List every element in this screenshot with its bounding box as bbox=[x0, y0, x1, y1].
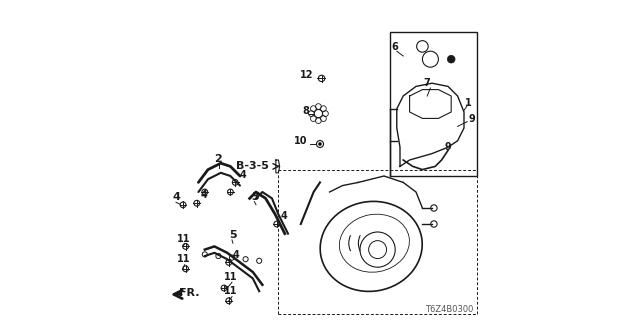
Text: 11: 11 bbox=[224, 272, 237, 282]
Text: B-3-5: B-3-5 bbox=[236, 161, 269, 172]
Text: 11: 11 bbox=[177, 254, 191, 264]
Text: 12: 12 bbox=[300, 70, 314, 80]
Text: 1: 1 bbox=[465, 98, 472, 108]
Text: 7: 7 bbox=[424, 78, 431, 88]
Text: 4: 4 bbox=[233, 250, 240, 260]
Text: 10: 10 bbox=[294, 136, 308, 146]
Text: 3: 3 bbox=[251, 192, 259, 202]
Text: T6Z4B0300: T6Z4B0300 bbox=[425, 305, 474, 314]
Text: 4: 4 bbox=[240, 170, 247, 180]
Text: 4: 4 bbox=[281, 211, 288, 221]
Text: 6: 6 bbox=[392, 42, 399, 52]
Text: 9: 9 bbox=[445, 142, 451, 152]
Circle shape bbox=[447, 55, 455, 63]
Text: 5: 5 bbox=[229, 230, 236, 240]
Text: 4: 4 bbox=[172, 192, 180, 202]
Text: 2: 2 bbox=[214, 154, 222, 164]
Text: 8: 8 bbox=[302, 106, 309, 116]
Text: 11: 11 bbox=[177, 234, 191, 244]
Text: 4: 4 bbox=[201, 190, 208, 200]
FancyBboxPatch shape bbox=[390, 32, 477, 176]
Text: 9: 9 bbox=[468, 114, 476, 124]
Text: FR.: FR. bbox=[179, 288, 200, 298]
Circle shape bbox=[319, 142, 322, 146]
Text: 11: 11 bbox=[224, 286, 237, 296]
